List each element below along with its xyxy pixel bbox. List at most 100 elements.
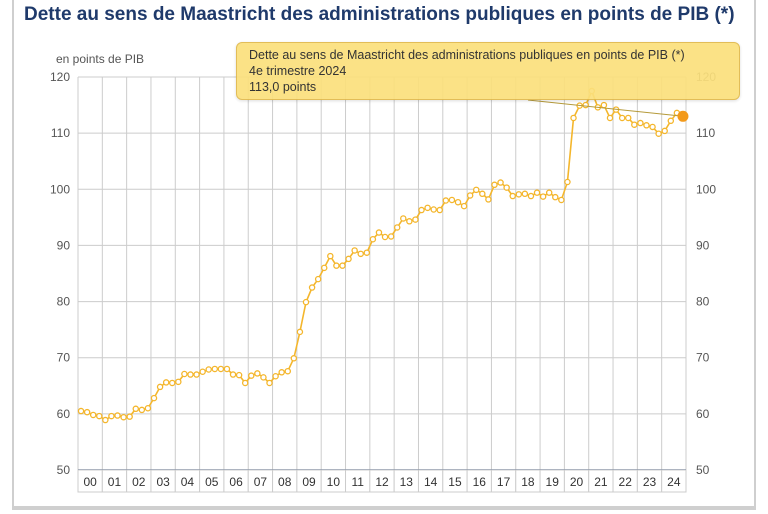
data-point [333,262,340,269]
tooltip-connector [527,99,684,117]
data-point [375,229,383,236]
data-point [515,191,523,198]
x-tick-label: 03 [156,475,170,489]
data-point [400,215,407,222]
data-point [168,379,176,387]
data-point [618,114,626,122]
x-tick-label: 24 [667,475,681,489]
data-point [102,416,109,424]
data-point [126,413,133,420]
data-point [284,367,292,375]
data-point [661,127,668,135]
data-point [460,202,468,210]
data-point [631,121,638,128]
highlighted-data-point [677,110,689,122]
data-point [357,250,364,258]
data-point [241,379,249,387]
x-tick-label: 15 [448,475,462,489]
data-point [181,370,188,378]
data-point [624,114,632,122]
data-point [412,216,419,223]
data-point [454,198,462,206]
data-point [393,224,401,231]
data-point [193,371,200,378]
y-tick-label-left: 50 [57,463,71,477]
y-tick-label-left: 60 [57,407,71,421]
data-point [302,298,310,306]
data-point [406,218,413,225]
data-point [503,184,510,191]
data-point [497,179,504,186]
x-tick-label: 08 [278,475,292,489]
data-point [296,328,304,336]
data-point [442,197,450,204]
data-point [436,206,444,214]
data-point [539,193,547,200]
y-tick-label-right: 80 [696,295,710,309]
data-point [314,275,322,283]
data-point [308,284,316,291]
data-point [485,196,492,203]
x-tick-label: 17 [497,475,511,489]
x-tick-label: 04 [181,475,195,489]
x-tick-label: 22 [619,475,633,489]
y-tick-label-left: 70 [57,351,71,365]
x-tick-label: 10 [327,475,341,489]
data-point [430,206,437,213]
data-point [96,412,103,420]
data-point [649,123,656,131]
tooltip-value: 113,0 points [249,80,317,94]
data-point [138,406,146,414]
data-point [254,370,261,377]
data-point [351,247,358,254]
data-point [144,404,152,412]
data-point [345,255,352,263]
data-point [205,366,212,373]
data-point [114,412,121,419]
data-point [175,378,182,386]
data-point [521,190,529,198]
data-point [472,186,480,194]
data-point [162,379,170,386]
data-tooltip: Dette au sens de Maastricht des administ… [236,42,740,100]
y-tick-label-right: 60 [696,407,710,421]
data-point [558,196,565,204]
data-point [509,192,516,200]
data-point [564,178,571,186]
data-point [606,114,614,122]
y-tick-label-right: 50 [696,463,710,477]
data-point [108,412,115,420]
data-point [150,394,158,402]
data-point [290,355,298,362]
data-point [466,192,474,199]
data-point [582,101,589,109]
data-point [545,189,553,196]
data-point [235,371,243,379]
data-point [655,130,662,137]
x-tick-label: 14 [424,475,438,489]
y-axis-unit-label: en points de PIB [56,52,145,66]
data-point [83,408,91,416]
data-point [552,193,559,201]
x-tick-label: 01 [108,475,122,489]
data-point [491,181,498,189]
y-tick-label-left: 120 [50,70,70,84]
data-point [217,365,225,373]
data-point [643,122,650,129]
tooltip-period: 4e trimestre 2024 [249,64,347,78]
data-point [363,249,371,256]
x-tick-label: 13 [400,475,414,489]
x-category-cell [661,469,687,493]
x-tick-label: 06 [229,475,243,489]
data-point [211,365,219,373]
data-point [223,365,231,373]
data-point [260,374,267,381]
x-tick-label: 19 [546,475,560,489]
data-point [527,192,535,200]
data-point [479,190,486,198]
x-tick-label: 05 [205,475,219,489]
data-point [327,252,334,260]
page-title: Dette au sens de Maastricht des administ… [24,4,735,25]
data-point [570,114,577,122]
